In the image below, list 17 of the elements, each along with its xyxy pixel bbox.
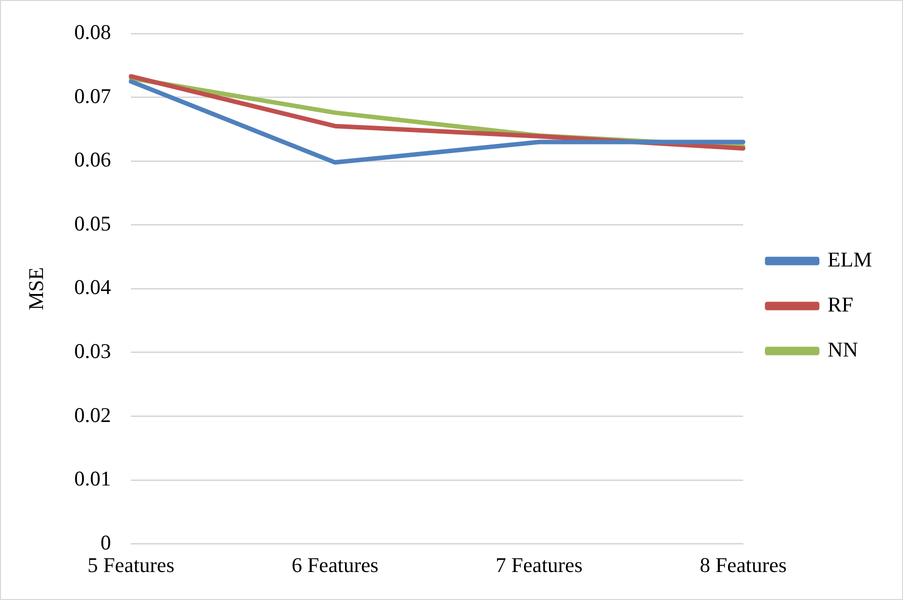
x-tick-label: 8 Features	[700, 552, 787, 577]
y-tick-label: 0.01	[74, 466, 111, 491]
x-tick-label: 6 Features	[292, 552, 378, 577]
legend-label: NN	[828, 338, 858, 362]
y-tick-label: 0.03	[74, 338, 111, 363]
y-tick-label: 0.07	[74, 84, 111, 108]
y-tick-label: 0.02	[74, 402, 111, 427]
y-tick-label: 0.08	[74, 20, 111, 44]
y-axis-title: MSE	[24, 267, 48, 310]
y-tick-label: 0.05	[74, 211, 111, 236]
y-tick-label: 0.04	[74, 275, 112, 300]
y-tick-label: 0	[100, 530, 111, 554]
x-tick-label: 5 Features	[87, 552, 174, 577]
x-tick-label: 7 Features	[496, 552, 583, 577]
y-tick-label: 0.06	[74, 148, 111, 172]
legend-label: ELM	[828, 248, 872, 272]
legend-label: RF	[828, 292, 854, 317]
